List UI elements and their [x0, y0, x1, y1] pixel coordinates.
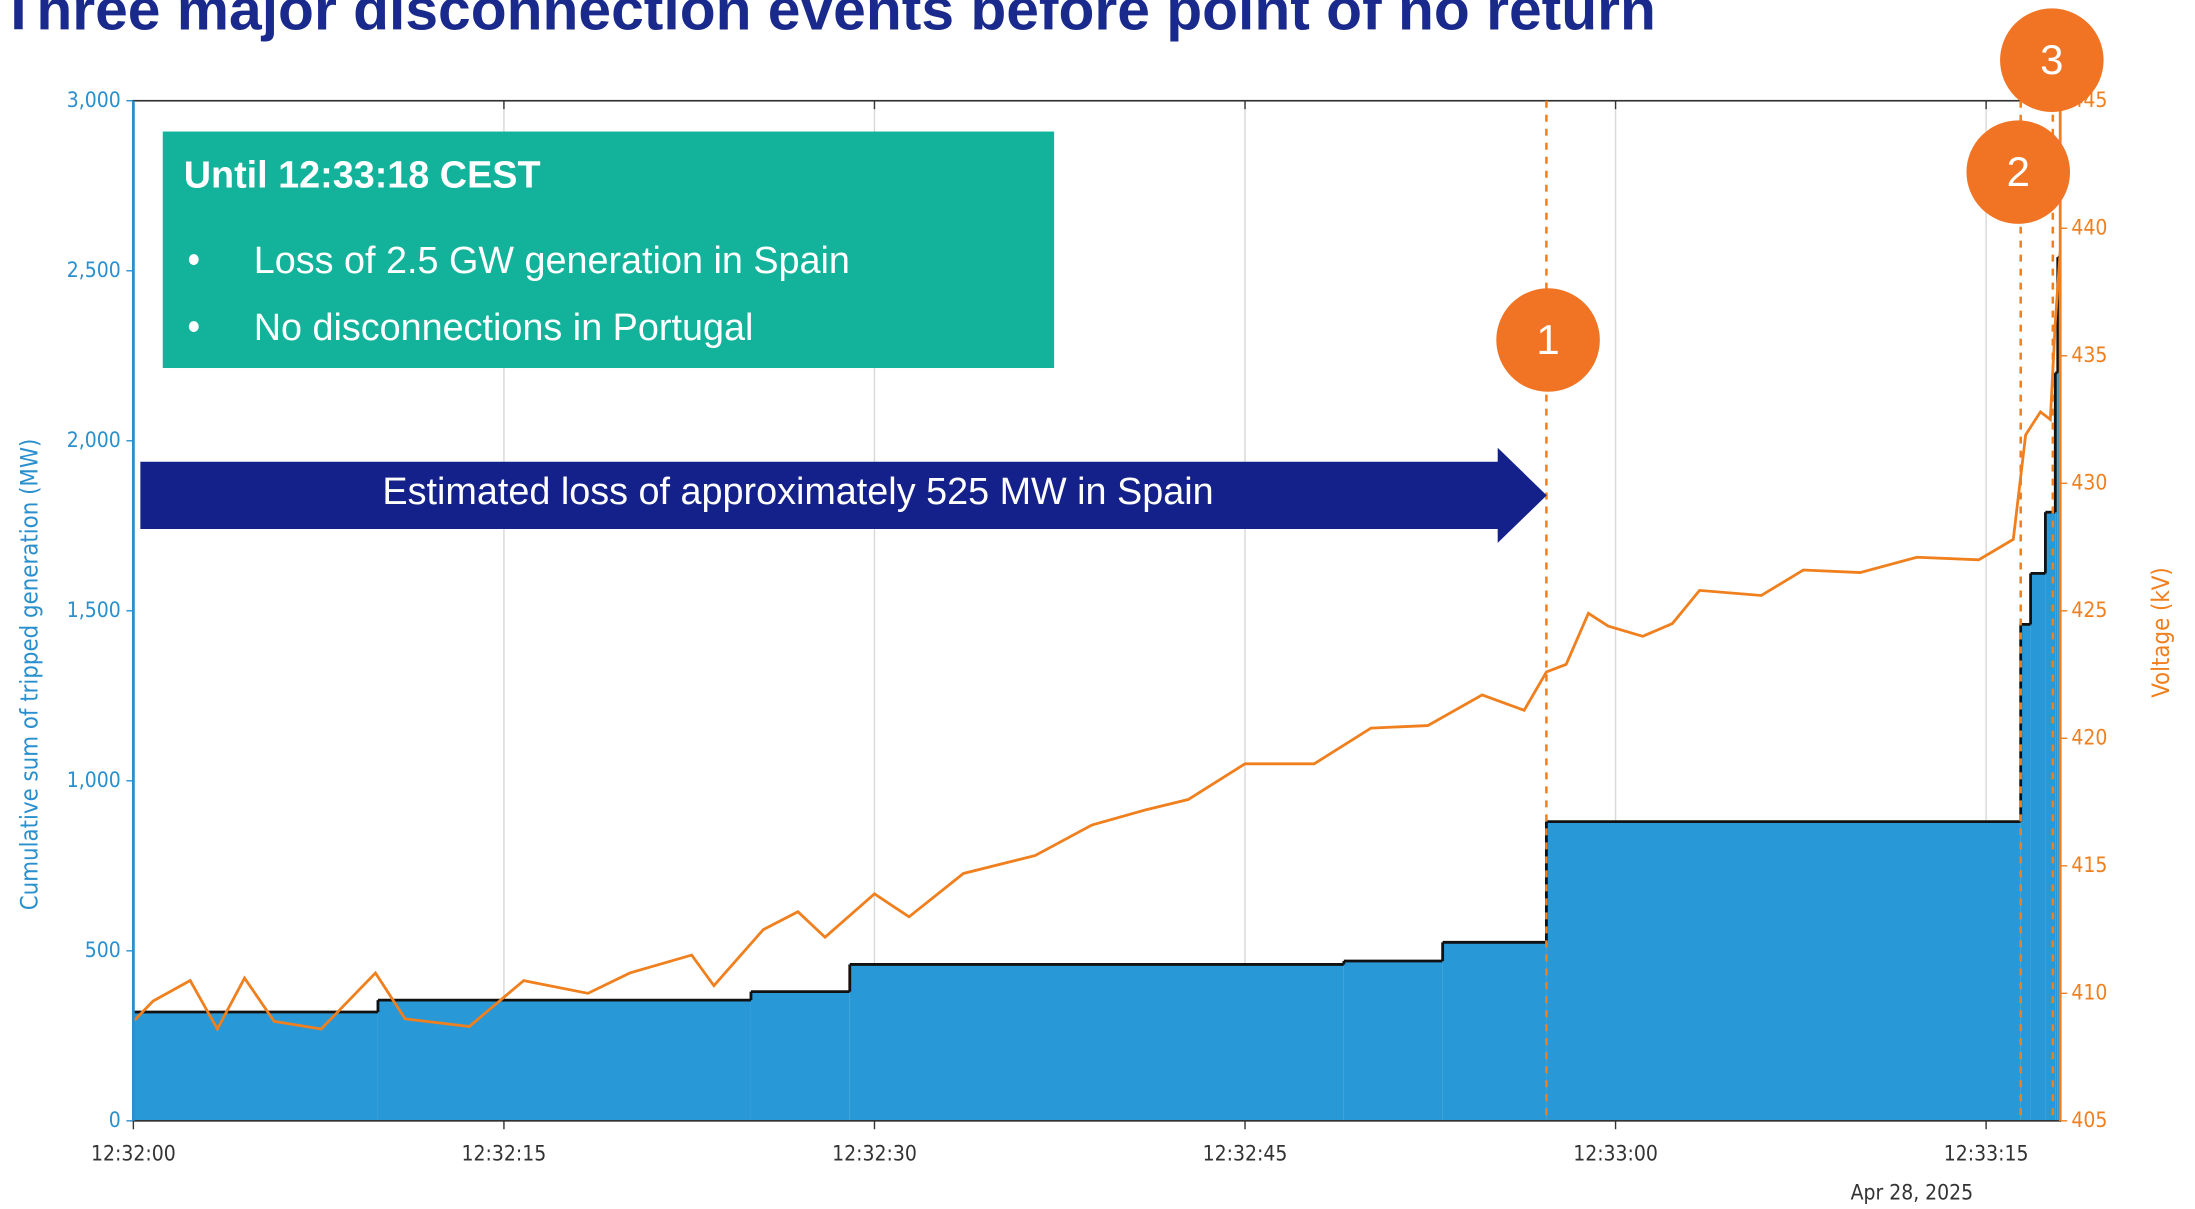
chart-title: Three major disconnection events before …: [0, 0, 1655, 43]
step-area: [377, 1000, 751, 1121]
event-label: 1: [1536, 316, 1559, 363]
bullet: •: [184, 306, 204, 350]
voltage-line: [132, 251, 2062, 1032]
y-tick-label: 2,000: [67, 428, 121, 452]
y-tick-label: 1,000: [67, 768, 121, 792]
event-marker: [1496, 288, 1600, 392]
arrow-text: Estimated loss of approximately 525 MW i…: [382, 471, 1213, 513]
step-area: [133, 1012, 378, 1121]
step-area: [2045, 512, 2056, 1121]
step-area: [1343, 961, 1443, 1121]
y2-tick-label: 430: [2071, 470, 2107, 494]
step-area: [2055, 372, 2058, 1121]
arrow: Estimated loss of approximately 525 MW i…: [140, 447, 1547, 543]
event-label: 2: [2007, 148, 2030, 195]
infobox: Until 12:33:18 CEST • Loss of 2.5 GW gen…: [162, 131, 1055, 369]
y-axis-label: Cumulative sum of tripped generation (MW…: [16, 439, 44, 911]
x-tick-label: 12:33:15: [1944, 1141, 2029, 1165]
event-label: 3: [2040, 36, 2063, 83]
infobox-heading: Until 12:33:18 CEST: [184, 155, 541, 197]
y2-axis-label: Voltage (kV): [2147, 567, 2175, 697]
y2-tick-label: 420: [2071, 725, 2107, 749]
plot: 12:32:00 12:32:15 12:32:30 12:32:45 12:33:00…: [67, 88, 2108, 1166]
y-tick-label: 0: [109, 1108, 121, 1132]
infobox-bg: [162, 131, 1055, 369]
x-tick-label: 12:32:45: [1203, 1141, 1288, 1165]
step-area: [2020, 624, 2031, 1121]
arrow-shape: [140, 447, 1547, 543]
y-tick-label: 2,500: [67, 258, 121, 282]
y-tick-label: 1,500: [67, 598, 121, 622]
date-label: Apr 28, 2025: [1851, 1181, 1974, 1205]
step-area: [750, 991, 850, 1121]
infobox-bullet: Loss of 2.5 GW generation in Spain: [254, 240, 850, 282]
step-area: [1546, 821, 2021, 1121]
bullet: •: [184, 239, 204, 283]
x-tick-label: 12:32:00: [91, 1141, 176, 1165]
x-tick-label: 12:32:15: [462, 1141, 547, 1165]
y2-tick-label: 435: [2071, 343, 2107, 367]
step-area: [849, 964, 1344, 1121]
x-tick-label: 12:33:00: [1573, 1141, 1658, 1165]
step-area: [1442, 942, 1547, 1121]
event-marker: [2000, 8, 2104, 112]
y2-tick-label: 410: [2071, 980, 2107, 1004]
y2-tick-label: 405: [2071, 1108, 2107, 1132]
y2-tick-label: 425: [2071, 598, 2107, 622]
x-tick-label: 12:32:30: [832, 1141, 917, 1165]
y2-tick-label: 415: [2071, 853, 2107, 877]
step-area: [2030, 573, 2046, 1121]
y-tick-label: 3,000: [67, 88, 121, 112]
event-marker: [1966, 120, 2071, 224]
y2-tick-label: 440: [2071, 215, 2107, 239]
y-tick-label: 500: [85, 938, 121, 962]
infobox-bullet: No disconnections in Portugal: [254, 307, 754, 349]
